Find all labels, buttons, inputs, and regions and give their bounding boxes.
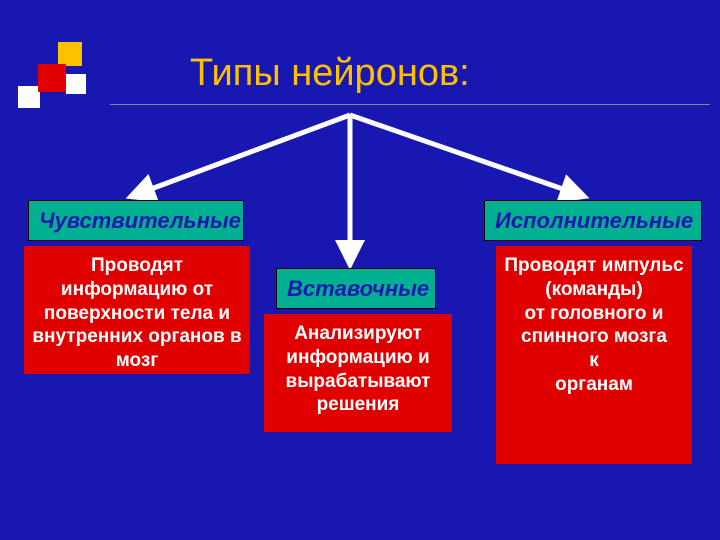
- type-desc-interneuron: Анализируют информацию и вырабатывают ре…: [264, 314, 452, 432]
- title-underline: [110, 104, 710, 105]
- type-label-motor: Исполнительные: [484, 200, 702, 241]
- logo-icon: [18, 42, 110, 114]
- type-desc-sensory: Проводят информацию от поверхности тела …: [24, 246, 250, 374]
- type-label-sensory: Чувствительные: [28, 200, 244, 241]
- type-label-interneuron: Вставочные: [276, 268, 436, 309]
- page-title: Типы нейронов:: [190, 52, 470, 95]
- type-desc-motor: Проводят импульс (команды)от головного и…: [496, 246, 692, 464]
